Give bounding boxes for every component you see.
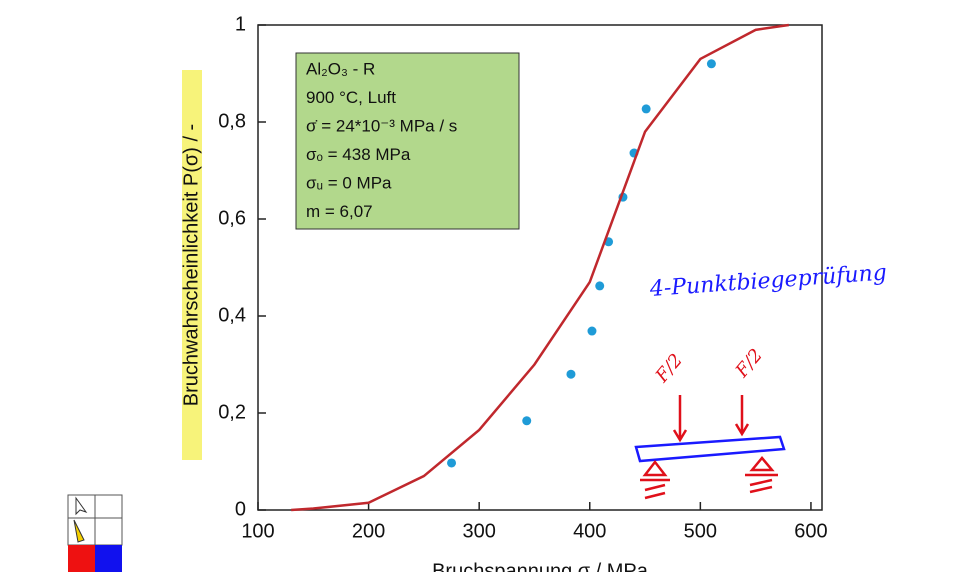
data-point [595,281,605,291]
data-point [641,104,651,114]
tool-eraser[interactable] [94,494,123,519]
data-point [587,326,597,336]
x-tick-label: 400 [573,520,606,542]
legend-line: 900 °C, Luft [306,88,396,107]
data-point [522,416,532,426]
pen-icon [73,519,85,543]
y-tick-label: 1 [235,13,246,35]
legend-line: σₒ = 438 MPa [306,145,411,164]
legend-box [295,52,520,230]
color-blue[interactable] [95,545,122,572]
legend-line: Al₂O₃ - R [306,59,375,78]
legend-line: σ̇ = 24*10⁻³ MPa / s [306,116,457,135]
y-axis-label: Bruchwahrscheinlichkeit P(σ) / - [180,124,202,406]
legend-line: m = 6,07 [306,202,373,221]
x-axis-label: Bruchspannung σ / MPa [432,560,649,572]
y-tick-label: 0,6 [218,207,246,229]
force-label: F/2 [731,345,767,382]
pointer-icon [75,496,88,516]
data-point [566,369,576,379]
plot-frame [257,24,823,511]
x-tick-label: 300 [462,520,495,542]
toolbar[interactable] [67,494,123,572]
data-point [706,59,716,69]
curve [291,23,790,512]
highlight [182,70,202,460]
legend-line: σᵤ = 0 MPa [306,173,392,192]
legend: Al₂O₃ - R 900 °C, Luft σ̇ = 24*10⁻³ MPa / … [306,59,457,221]
tool-page[interactable] [94,517,123,546]
x-tick-label: 100 [241,520,274,542]
annotation: 4-Punktbiegeprüfung [648,260,887,302]
x-tick-label: 600 [794,520,827,542]
y-tick-label: 0,8 [218,110,246,132]
y-tick-label: 0,4 [218,304,246,326]
y-tick-label: 0,2 [218,401,246,423]
x-tick-label: 500 [684,520,717,542]
beam-sketch [634,395,786,500]
color-red[interactable] [68,545,95,572]
data-point [447,458,457,468]
y-tick-label: 0 [235,498,246,520]
force-label: F/2 [651,350,687,387]
x-tick-label: 200 [352,520,385,542]
